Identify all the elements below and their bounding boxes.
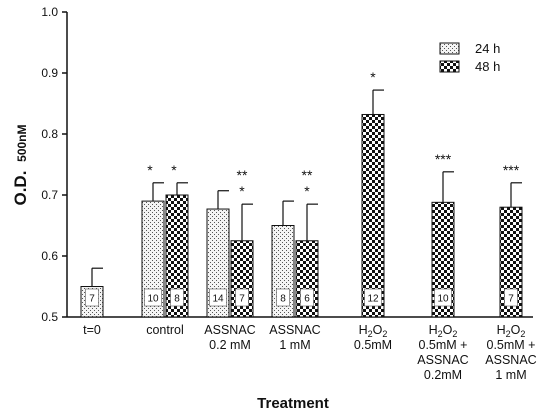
bar — [361, 113, 385, 318]
significance-mark: * — [171, 162, 177, 178]
significance-mark: * — [370, 69, 376, 85]
n-box — [235, 288, 249, 307]
n-box — [276, 288, 290, 307]
category-label: 0.2 mM — [209, 338, 251, 352]
category-label: t=0 — [83, 323, 101, 337]
n-label: 14 — [212, 294, 224, 305]
category-label: 0.5mM + — [419, 338, 468, 352]
category-label: 1 mM — [495, 368, 526, 382]
n-label: 6 — [304, 294, 310, 305]
category-label: H2O2 — [497, 323, 526, 339]
y-tick-label: 1.0 — [41, 5, 58, 19]
n-box — [144, 288, 162, 307]
n-box — [170, 288, 184, 307]
y-tick-label: 0.9 — [41, 66, 58, 80]
svg-text:O.D. 500nM: O.D. 500nM — [11, 124, 30, 205]
significance-mark: * — [239, 183, 245, 199]
n-label: 10 — [147, 294, 159, 305]
category-label: 0.5mM — [354, 338, 392, 352]
bar — [165, 194, 189, 318]
legend-swatch-48h — [439, 60, 460, 73]
significance-mark: * — [147, 162, 153, 178]
significance-mark: *** — [503, 162, 520, 178]
significance-mark: ** — [302, 167, 313, 183]
n-label: 7 — [239, 294, 245, 305]
category-label: H2O2 — [359, 323, 388, 339]
category-label: 0.5mM + — [487, 338, 536, 352]
legend-swatch-24h — [439, 42, 460, 55]
x-axis-title: Treatment — [257, 395, 329, 412]
category-label: control — [146, 323, 184, 337]
y-tick-label: 0.5 — [41, 310, 58, 324]
bars: 7 10*8*14 7***8 6***12*10***7*** — [80, 69, 523, 318]
y-axis-title-sub: 500nM — [15, 124, 29, 161]
category-label: 0.2mM — [424, 368, 462, 382]
n-box — [504, 288, 518, 307]
n-label: 10 — [437, 294, 449, 305]
legend-label-24h: 24 h — [475, 41, 500, 56]
y-ticks: 0.5 0.6 0.7 0.8 0.9 1.0 — [41, 5, 67, 324]
significance-mark: ** — [237, 167, 248, 183]
n-box — [300, 288, 314, 307]
n-label: 7 — [89, 294, 95, 305]
legend-label-48h: 48 h — [475, 59, 500, 74]
significance-mark: * — [304, 183, 310, 199]
y-axis-title-main: O.D. — [11, 171, 30, 206]
n-label: 8 — [174, 294, 180, 305]
category-label: ASSNAC — [417, 353, 468, 367]
n-box — [364, 288, 382, 307]
y-tick-label: 0.7 — [41, 188, 58, 202]
bar — [141, 200, 165, 318]
n-box — [209, 288, 227, 307]
n-label: 7 — [508, 294, 514, 305]
y-tick-label: 0.8 — [41, 127, 58, 141]
bar — [431, 201, 455, 318]
significance-mark: *** — [435, 151, 452, 167]
category-label: 1 mM — [279, 338, 310, 352]
category-label: ASSNAC — [204, 323, 255, 337]
category-label: ASSNAC — [485, 353, 536, 367]
category-label: ASSNAC — [269, 323, 320, 337]
category-label: H2O2 — [429, 323, 458, 339]
y-tick-label: 0.6 — [41, 249, 58, 263]
n-box — [85, 288, 99, 307]
n-label: 8 — [280, 294, 286, 305]
legend: 24 h 48 h — [439, 41, 500, 74]
n-label: 12 — [367, 294, 379, 305]
y-axis-title: O.D. 500nM — [11, 124, 30, 205]
n-box — [434, 288, 452, 307]
